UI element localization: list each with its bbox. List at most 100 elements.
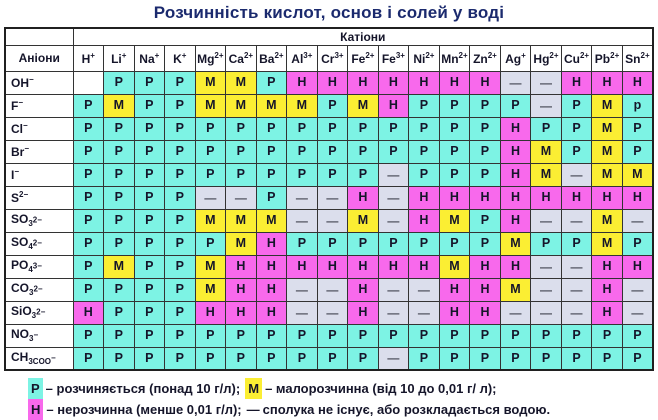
solubility-cell: Р [133,254,166,279]
anion-label-12: CH3COO− [4,346,74,371]
solubility-cell: — [530,93,562,118]
solubility-cell: Р [560,139,593,164]
solubility-cell: М [591,208,623,233]
solubility-cell: Р [103,185,135,210]
solubility-cell: Р [469,139,501,164]
solubility-cell: Р [133,346,166,371]
solubility-cell: — [530,254,562,279]
solubility-cell: Р [133,323,166,348]
solubility-cell: — [560,208,593,233]
solubility-cell: — [621,300,654,325]
cations-group-row: Катіони [4,27,654,46]
solubility-cell: Р [438,93,471,118]
solubility-cell: Н [408,185,440,210]
solubility-cell: Р [72,162,105,187]
anion-label-11: NO3− [4,323,74,348]
solubility-cell: Р [133,70,166,95]
solubility-cell [72,70,105,95]
solubility-cell: Р [194,231,227,256]
solubility-cell: М [103,254,135,279]
solubility-cell: — [377,162,410,187]
solubility-cell: Р [286,231,318,256]
solubility-cell: М [591,231,623,256]
solubility-cell: Р [255,185,288,210]
legend-line-2: Н – нерозчинна (менше 0,01 г/л); — сполука … [28,399,658,420]
legend-text: – нерозчинна (менше 0,01 г/л); [46,402,242,417]
solubility-cell: Р [255,346,288,371]
solubility-cell: Р [560,346,593,371]
solubility-cell: Р [72,323,105,348]
solubility-cell: Н [499,208,532,233]
solubility-cell: Р [103,116,135,141]
solubility-cell: Р [347,231,379,256]
cation-header-2: Na+ [133,44,166,72]
solubility-cell: Р [164,185,196,210]
solubility-cell: Р [103,277,135,302]
solubility-cell: Н [438,185,471,210]
solubility-cell: Р [133,208,166,233]
solubility-cell: Р [469,208,501,233]
solubility-cell: — [499,300,532,325]
cation-header-3: K+ [164,44,196,72]
solubility-cell: М [591,93,623,118]
solubility-cell: Р [438,346,471,371]
solubility-cell: Р [194,116,227,141]
anion-label-8: PO43− [4,254,74,279]
solubility-cell: Н [225,300,257,325]
solubility-cell: Р [469,93,501,118]
cation-header-10: Fe3+ [377,44,410,72]
solubility-cell: Н [469,70,501,95]
solubility-cell: Р [499,323,532,348]
solubility-cell: М [591,116,623,141]
solubility-cell: — [377,346,410,371]
solubility-cell: Н [469,277,501,302]
cation-header-row: Аніони H+ Li+ Na+ K+ Mg2+ Ca2+ Ba2+ Al3+ Cr3+ Fe2… [4,44,654,72]
solubility-cell: Р [164,139,196,164]
solubility-cell: Р [133,93,166,118]
solubility-cell: М [438,208,471,233]
solubility-cell: — [408,277,440,302]
cation-header-8: Cr3+ [316,44,349,72]
solubility-cell: — [377,300,410,325]
solubility-cell: Р [438,231,471,256]
table-row: CO32− Р Р Р Р М Н Н — — Н — — Н Н М — — Н — [4,277,654,302]
solubility-cell: Р [255,70,288,95]
solubility-cell: Р [408,323,440,348]
solubility-cell: Н [438,70,471,95]
cation-header-18: Sn2+ [621,44,654,72]
solubility-cell: Н [225,277,257,302]
solubility-cell: Р [316,162,349,187]
solubility-cell: Н [621,185,654,210]
solubility-cell: Н [408,70,440,95]
corner-cell [4,27,74,46]
solubility-cell: М [499,231,532,256]
solubility-cell: М [286,93,318,118]
table-row: SiO32− Н Р Р Р Н Н Н — — Н — — Н Н — — — Н — [4,300,654,325]
solubility-cell: Р [560,323,593,348]
solubility-cell: Р [347,116,379,141]
solubility-cell: — [408,300,440,325]
anion-label-5: S2− [4,185,74,210]
solubility-cell: Р [103,323,135,348]
solubility-cell: Р [164,93,196,118]
solubility-cell: Р [560,93,593,118]
legend-line-1: Р – розчиняється (понад 10 г/л); М – малоро… [28,378,658,399]
solubility-cell: — [286,277,318,302]
solubility-cell: Р [164,231,196,256]
cation-header-5: Ca2+ [225,44,257,72]
solubility-cell: Н [255,277,288,302]
solubility-cell: Р [469,162,501,187]
solubility-cell: М [499,277,532,302]
solubility-cell: Р [164,323,196,348]
solubility-cell: Р [377,139,410,164]
solubility-cell: Н [469,185,501,210]
solubility-cell: Н [316,70,349,95]
solubility-cell: Н [499,162,532,187]
solubility-cell: Р [103,346,135,371]
solubility-cell: Р [103,208,135,233]
solubility-cell: Н [286,70,318,95]
solubility-cell: Н [591,185,623,210]
solubility-cell: Н [499,116,532,141]
cation-header-13: Zn2+ [469,44,501,72]
